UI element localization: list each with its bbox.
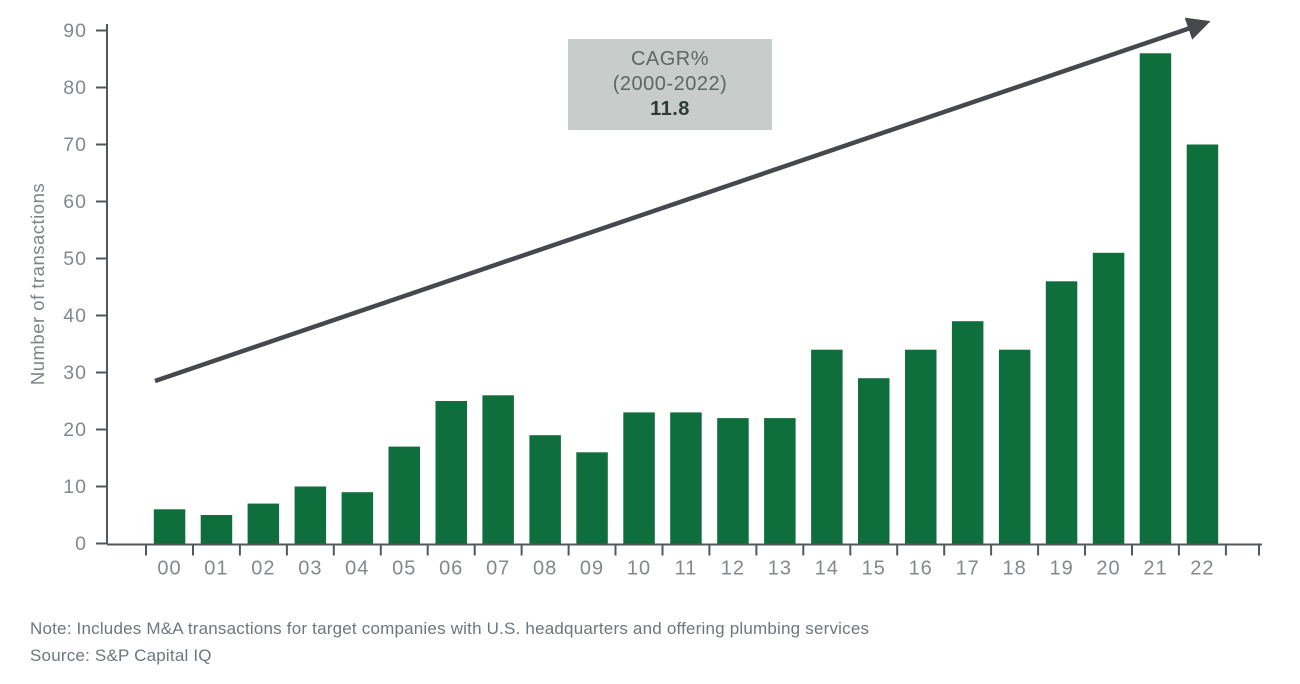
footnote-note: Note: Includes M&A transactions for targ… [30, 619, 870, 638]
bar-13 [764, 418, 796, 544]
bar-11 [670, 412, 702, 544]
x-tick-label: 01 [204, 558, 228, 580]
x-tick-label: 19 [1049, 558, 1073, 580]
y-tick-label: 70 [63, 134, 87, 156]
cagr-label: CAGR% [630, 48, 710, 70]
x-tick-label: 04 [345, 558, 369, 580]
x-tick-label: 05 [392, 558, 416, 580]
bar-00 [153, 509, 186, 544]
bar-03 [294, 486, 327, 544]
x-tick-label: 03 [298, 558, 322, 580]
y-tick-label: 80 [63, 77, 87, 99]
y-tick-label: 30 [63, 362, 87, 384]
x-tick-label: 17 [956, 558, 980, 580]
bar-14 [811, 349, 843, 544]
y-tick-label: 90 [63, 20, 87, 42]
bar-12 [717, 418, 749, 544]
x-tick-label: 21 [1143, 558, 1167, 580]
cagr-period: (2000-2022) [612, 73, 728, 95]
x-tick-label: 09 [580, 558, 604, 580]
y-tick-label: 10 [63, 476, 87, 498]
bar-08 [529, 435, 561, 544]
y-tick-label: 50 [63, 248, 87, 270]
bar-09 [576, 452, 608, 544]
x-tick-label: 15 [862, 558, 886, 580]
bar-04 [341, 492, 374, 544]
bar-06 [435, 401, 467, 544]
footnote-source: Source: S&P Capital IQ [30, 646, 212, 665]
bar-19 [1045, 281, 1078, 544]
footnotes: Note: Includes M&A transactions for targ… [30, 615, 869, 669]
cagr-value: 11.8 [650, 98, 690, 120]
x-tick-label: 16 [909, 558, 933, 580]
bar-16 [905, 349, 937, 544]
bar-01 [200, 515, 233, 544]
x-tick-label: 11 [675, 558, 698, 580]
bar-05 [388, 446, 420, 544]
y-tick-label: 20 [63, 419, 87, 441]
x-tick-label: 06 [439, 558, 463, 580]
bar-15 [858, 378, 890, 544]
x-tick-label: 02 [251, 558, 275, 580]
x-tick-label: 13 [768, 558, 792, 580]
trend-arrow [154, 17, 1211, 384]
x-tick-label: 00 [157, 558, 181, 580]
x-tick-label: 20 [1096, 558, 1120, 580]
bar-18 [998, 349, 1031, 544]
y-axis-title: Number of transactions [27, 182, 48, 386]
cagr-annotation-box: CAGR% (2000-2022) 11.8 [568, 39, 772, 130]
x-tick-label: 10 [627, 558, 651, 580]
bar-22 [1186, 144, 1219, 544]
bar-17 [951, 321, 984, 544]
bar-02 [247, 503, 280, 544]
x-tick-label: 07 [486, 558, 510, 580]
bar-21 [1139, 53, 1172, 544]
x-tick-label: 18 [1002, 558, 1026, 580]
x-tick-label: 12 [721, 558, 745, 580]
y-tick-label: 60 [63, 191, 87, 213]
bar-20 [1092, 252, 1125, 544]
x-tick-label: 14 [815, 558, 839, 580]
bar-10 [623, 412, 655, 544]
x-tick-label: 08 [533, 558, 557, 580]
y-tick-label: 0 [75, 533, 87, 555]
bar-chart-plot-area: 0 10 20 30 40 50 60 70 80 90 00 01 02 03 04 05 06 07 08 09 1… [63, 17, 1262, 580]
bar-07 [482, 395, 514, 544]
x-tick-label: 22 [1190, 558, 1214, 580]
y-tick-label: 40 [63, 305, 87, 327]
